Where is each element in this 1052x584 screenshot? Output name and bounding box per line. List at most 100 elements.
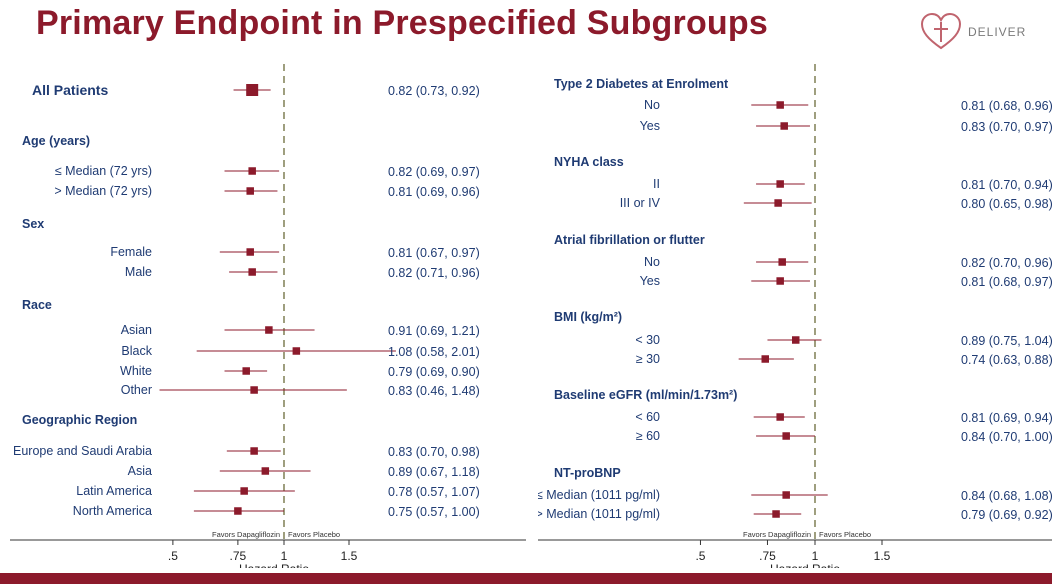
- row-label: II: [653, 177, 660, 191]
- hr-marker: [242, 367, 250, 375]
- hr-marker: [778, 258, 786, 266]
- hr-value: 0.80 (0.65, 0.98): [961, 197, 1052, 211]
- hr-value: 0.79 (0.69, 0.90): [388, 365, 480, 379]
- favors-right-label: Favors Placebo: [288, 530, 340, 539]
- subgroup-header: Baseline eGFR (ml/min/1.73m²): [554, 388, 737, 402]
- hr-value: 0.81 (0.68, 0.97): [961, 275, 1052, 289]
- hr-value: 0.84 (0.70, 1.00): [961, 430, 1052, 444]
- row-label: ≥ 30: [636, 352, 660, 366]
- subgroup-header: NT-proBNP: [554, 466, 621, 480]
- row-label: White: [120, 364, 152, 378]
- hr-value: 0.78 (0.57, 1.07): [388, 485, 480, 499]
- hr-value: 0.82 (0.71, 0.96): [388, 266, 480, 280]
- row-label: Male: [125, 265, 152, 279]
- hr-marker: [776, 413, 784, 421]
- x-axis-label: Hazard Ratio: [239, 562, 309, 568]
- hr-marker: [240, 487, 248, 495]
- row-label: ≤ Median (1011 pg/ml): [538, 488, 660, 502]
- subgroup-header: Age (years): [22, 134, 90, 148]
- subgroup-header: Sex: [22, 217, 44, 231]
- subgroup-header: NYHA class: [554, 155, 624, 169]
- hr-marker: [776, 277, 784, 285]
- hr-value: 0.74 (0.63, 0.88): [961, 353, 1052, 367]
- row-label: Black: [121, 344, 152, 358]
- row-label: No: [644, 98, 660, 112]
- row-label: Other: [121, 383, 152, 397]
- logo-text: DELIVER: [968, 25, 1027, 39]
- subgroup-header: BMI (kg/m²): [554, 310, 622, 324]
- hr-marker: [265, 326, 273, 334]
- favors-left-label: Favors Dapagliflozin: [212, 530, 280, 539]
- forest-plot-right-svg: .5 .75 1 1.5 Hazard Ratio Favors Dapagliflozi…: [538, 64, 1052, 568]
- row-label: North America: [73, 504, 152, 518]
- hr-value: 0.83 (0.70, 0.97): [961, 120, 1052, 134]
- bottom-accent-bar: [0, 573, 1052, 584]
- hr-marker: [782, 432, 790, 440]
- subgroup-header: Type 2 Diabetes at Enrolment: [554, 77, 729, 91]
- x-tick-label: 1.5: [341, 549, 358, 563]
- hr-marker: [261, 467, 270, 475]
- deliver-logo: DELIVER: [918, 12, 1048, 52]
- hr-marker: [248, 167, 256, 175]
- hr-value: 0.81 (0.70, 0.94): [961, 178, 1052, 192]
- row-label: Latin America: [76, 484, 152, 498]
- forest-plot-right: .5 .75 1 1.5 Hazard Ratio Favors Dapagliflozi…: [538, 62, 1052, 568]
- row-label: Yes: [640, 119, 660, 133]
- row-label: > Median (72 yrs): [54, 184, 152, 198]
- x-tick-label: .5: [695, 549, 705, 563]
- row-label: < 30: [635, 333, 660, 347]
- hr-marker: [776, 180, 784, 188]
- favors-left-label: Favors Dapagliflozin: [743, 530, 811, 539]
- hr-marker: [246, 84, 259, 96]
- row-label: > Median (1011 pg/ml): [538, 507, 660, 521]
- subgroup-header: Race: [22, 298, 52, 312]
- x-axis-label: Hazard Ratio: [770, 562, 840, 568]
- subgroup-header: Geographic Region: [22, 413, 137, 427]
- hr-value: 0.89 (0.75, 1.04): [961, 334, 1052, 348]
- hr-marker: [234, 507, 242, 515]
- x-tick-label: 1: [812, 549, 819, 563]
- hr-marker: [761, 355, 769, 363]
- hr-value: 1.08 (0.58, 2.01): [388, 345, 480, 359]
- hr-value: 0.81 (0.69, 0.94): [961, 411, 1052, 425]
- hr-value: 0.82 (0.73, 0.92): [388, 84, 480, 98]
- hr-value: 0.83 (0.46, 1.48): [388, 384, 480, 398]
- hr-marker: [250, 386, 258, 394]
- hr-value: 0.91 (0.69, 1.21): [388, 324, 480, 338]
- hr-marker: [772, 510, 780, 518]
- hr-marker: [774, 199, 782, 207]
- hr-marker: [250, 447, 258, 455]
- heart-cross-icon: [920, 12, 962, 50]
- row-label: < 60: [635, 410, 660, 424]
- hr-marker: [791, 336, 800, 344]
- row-label: Female: [110, 245, 152, 259]
- row-label: Asia: [128, 464, 152, 478]
- x-tick-label: 1.5: [874, 549, 891, 563]
- hr-value: 0.81 (0.68, 0.96): [961, 99, 1052, 113]
- row-label: III or IV: [620, 196, 661, 210]
- hr-marker: [780, 122, 788, 130]
- hr-value: 0.84 (0.68, 1.08): [961, 489, 1052, 503]
- hr-value: 0.89 (0.67, 1.18): [388, 465, 480, 479]
- hr-marker: [248, 268, 256, 276]
- x-tick-label: .75: [230, 549, 247, 563]
- hr-marker: [782, 491, 790, 499]
- x-tick-label: 1: [281, 549, 288, 563]
- hr-value: 0.83 (0.70, 0.98): [388, 445, 480, 459]
- subgroup-header: Atrial fibrillation or flutter: [554, 233, 705, 247]
- hr-marker: [292, 347, 301, 355]
- row-label: ≥ 60: [636, 429, 660, 443]
- hr-marker: [246, 248, 254, 256]
- hr-value: 0.82 (0.70, 0.96): [961, 256, 1052, 270]
- hr-value: 0.75 (0.57, 1.00): [388, 505, 480, 519]
- row-label: All Patients: [32, 82, 108, 98]
- hr-marker: [246, 187, 254, 195]
- favors-right-label: Favors Placebo: [819, 530, 871, 539]
- x-tick-label: .75: [759, 549, 776, 563]
- page-title: Primary Endpoint in Prespecified Subgrou…: [36, 4, 768, 42]
- x-tick-label: .5: [168, 549, 178, 563]
- row-label: Europe and Saudi Arabia: [13, 444, 152, 458]
- forest-plot-left: .5 .75 1 1.5 Hazard Ratio Favors Dapagliflozi…: [0, 62, 526, 568]
- row-label: Yes: [640, 274, 660, 288]
- hr-marker: [776, 101, 784, 109]
